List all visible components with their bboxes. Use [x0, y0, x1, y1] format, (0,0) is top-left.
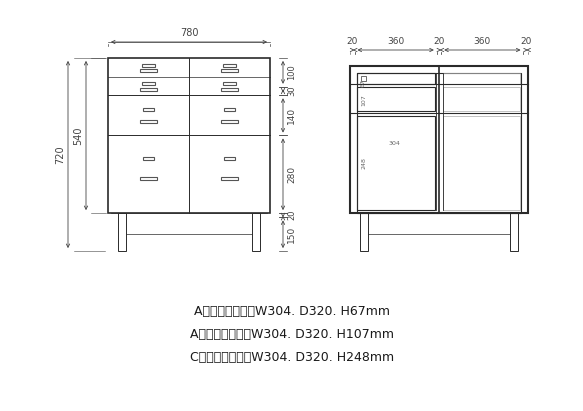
- Text: 150: 150: [287, 226, 296, 243]
- Bar: [223, 82, 236, 85]
- Bar: [221, 120, 238, 123]
- Bar: [223, 64, 236, 67]
- Bar: [143, 108, 154, 111]
- Text: 67: 67: [361, 79, 366, 87]
- Bar: [357, 73, 434, 84]
- Bar: [140, 69, 157, 72]
- Text: 30: 30: [287, 86, 296, 96]
- Text: C・引出し内寰：W304. D320. H248mm: C・引出し内寰：W304. D320. H248mm: [190, 351, 394, 364]
- Text: 20: 20: [347, 37, 358, 46]
- Bar: [357, 73, 521, 213]
- Bar: [224, 108, 235, 111]
- Text: 107: 107: [361, 94, 366, 106]
- Bar: [140, 177, 157, 180]
- Text: 248: 248: [361, 157, 366, 169]
- Bar: [442, 87, 520, 111]
- Text: 280: 280: [287, 166, 296, 183]
- Text: 20: 20: [287, 210, 296, 220]
- Text: 100: 100: [287, 65, 296, 80]
- Bar: [142, 82, 155, 85]
- Bar: [252, 213, 260, 251]
- Text: 140: 140: [287, 107, 296, 124]
- Bar: [142, 64, 155, 67]
- Text: A・引出し内寰：W304. D320. H107mm: A・引出し内寰：W304. D320. H107mm: [190, 328, 394, 341]
- Text: 780: 780: [180, 28, 198, 38]
- Text: 20: 20: [520, 37, 532, 46]
- Bar: [510, 213, 518, 251]
- Bar: [140, 88, 157, 91]
- Bar: [221, 177, 238, 180]
- Text: 20: 20: [433, 37, 445, 46]
- Text: 360: 360: [474, 37, 491, 46]
- Text: 540: 540: [73, 126, 83, 145]
- Bar: [143, 157, 154, 160]
- Bar: [361, 76, 366, 81]
- Bar: [442, 116, 520, 210]
- Bar: [357, 87, 434, 111]
- Bar: [360, 213, 368, 251]
- Bar: [108, 58, 270, 213]
- Bar: [140, 120, 157, 123]
- Bar: [118, 213, 126, 251]
- Bar: [221, 88, 238, 91]
- Bar: [224, 157, 235, 160]
- Text: 360: 360: [387, 37, 404, 46]
- Bar: [442, 73, 520, 84]
- Text: 720: 720: [55, 145, 65, 164]
- Bar: [221, 69, 238, 72]
- Bar: [350, 66, 528, 213]
- Text: A・引出し内寰：W304. D320. H67mm: A・引出し内寰：W304. D320. H67mm: [194, 305, 390, 318]
- Bar: [357, 116, 434, 210]
- Text: 304: 304: [388, 141, 400, 146]
